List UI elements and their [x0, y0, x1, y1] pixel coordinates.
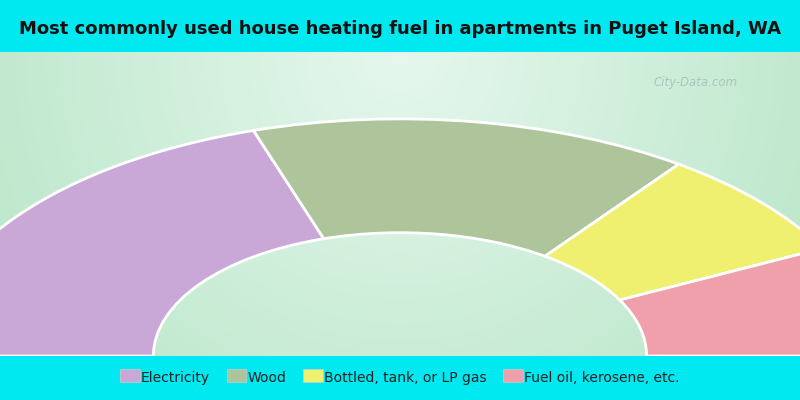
- Wedge shape: [620, 248, 800, 356]
- Wedge shape: [0, 130, 324, 356]
- Wedge shape: [545, 164, 800, 300]
- Legend: Electricity, Wood, Bottled, tank, or LP gas, Fuel oil, kerosene, etc.: Electricity, Wood, Bottled, tank, or LP …: [114, 366, 686, 390]
- Text: Most commonly used house heating fuel in apartments in Puget Island, WA: Most commonly used house heating fuel in…: [19, 20, 781, 38]
- Wedge shape: [254, 119, 678, 256]
- Text: City-Data.com: City-Data.com: [654, 76, 738, 89]
